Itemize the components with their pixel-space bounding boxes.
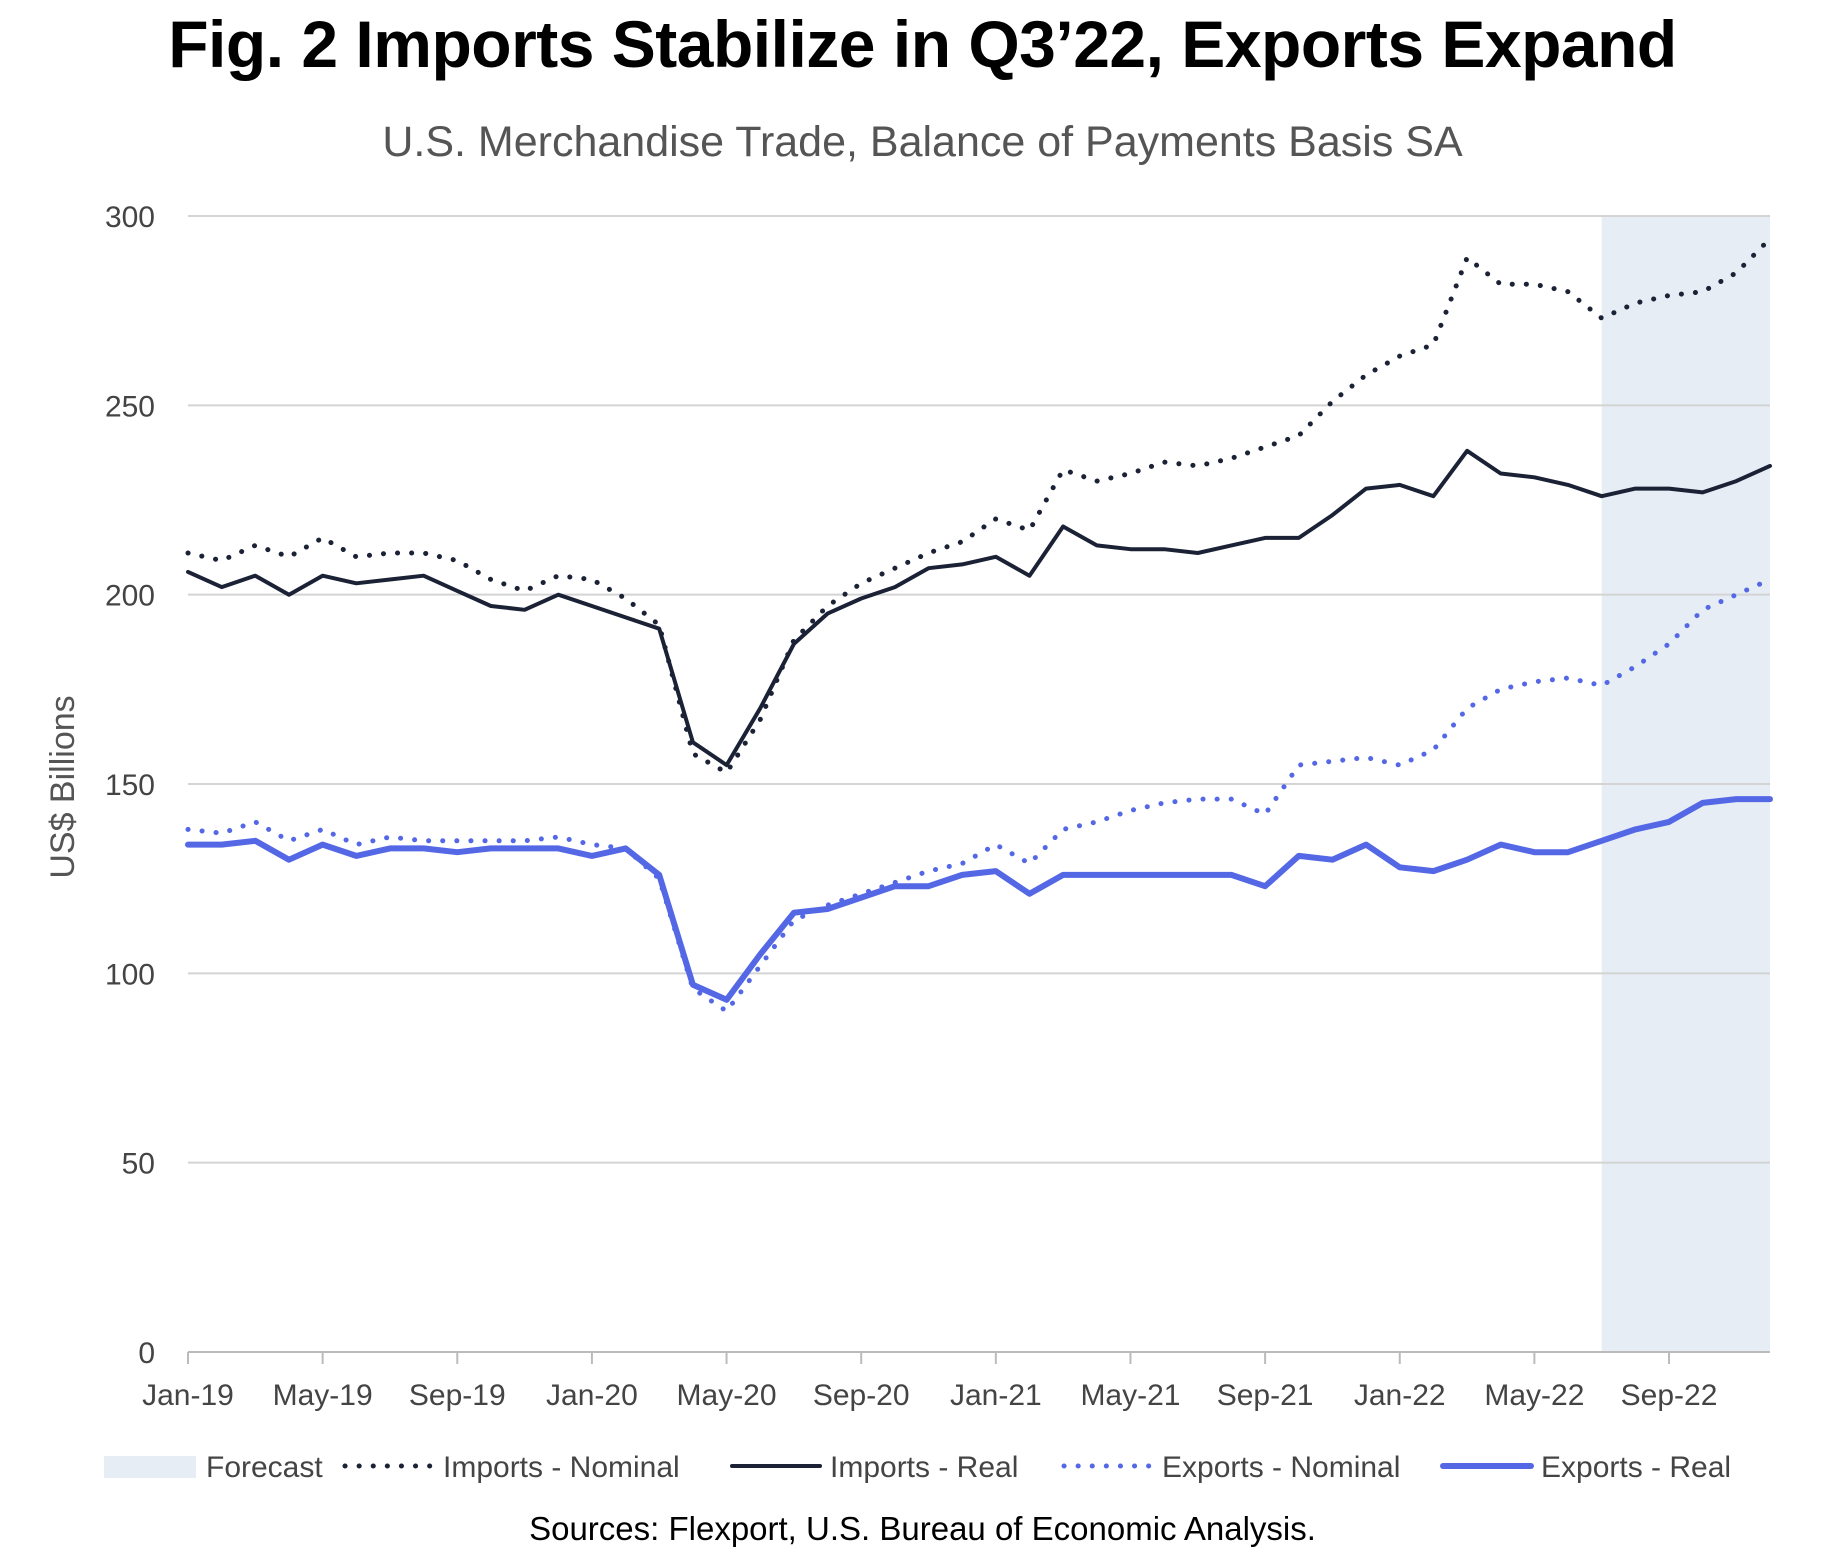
x-tick-label: May-22 — [1484, 1379, 1584, 1412]
x-tick-label: Sep-22 — [1621, 1379, 1718, 1412]
legend-swatch-forecast — [104, 1456, 196, 1478]
x-tick-label: Sep-19 — [409, 1379, 506, 1412]
y-tick-label: 200 — [105, 580, 155, 613]
x-tick-label: Jan-22 — [1354, 1379, 1446, 1412]
series-line-imports-real — [186, 448, 1772, 768]
y-tick-label: 150 — [105, 769, 155, 802]
y-axis-ticks: 0 50 100 150 200 250 300 — [105, 201, 155, 1370]
legend: Forecast Imports - Nominal Imports - Real E… — [104, 1451, 1731, 1484]
x-tick-label: Sep-20 — [813, 1379, 910, 1412]
y-tick-label: 300 — [105, 201, 155, 234]
y-tick-label: 50 — [122, 1148, 155, 1181]
y-tick-label: 100 — [105, 958, 155, 991]
series-line-exports-real — [185, 796, 1773, 1003]
x-axis: Jan-19 May-19 Sep-19 Jan-20 May-20 Sep-20 Jan-… — [142, 1351, 1770, 1412]
series-line-imports-nominal — [185, 236, 1773, 776]
y-tick-label: 0 — [138, 1337, 155, 1370]
legend-label-forecast: Forecast — [206, 1451, 323, 1484]
legend-label-exports-nominal: Exports - Nominal — [1162, 1451, 1400, 1484]
x-tick-label: May-19 — [273, 1379, 373, 1412]
x-tick-label: Jan-20 — [546, 1379, 638, 1412]
legend-label-exports-real: Exports - Real — [1541, 1451, 1731, 1484]
x-tick-label: Jan-19 — [142, 1379, 234, 1412]
chart-title: Fig. 2 Imports Stabilize in Q3’22, Expor… — [168, 7, 1677, 81]
legend-label-imports-nominal: Imports - Nominal — [443, 1451, 680, 1484]
gridlines — [188, 215, 1770, 1164]
y-axis-label: US$ Billions — [44, 695, 82, 878]
legend-label-imports-real: Imports - Real — [830, 1451, 1018, 1484]
chart-subtitle: U.S. Merchandise Trade, Balance of Payme… — [382, 118, 1463, 166]
x-tick-label: May-21 — [1080, 1379, 1180, 1412]
source-note: Sources: Flexport, U.S. Bureau of Econom… — [529, 1510, 1316, 1547]
series-line-exports-nominal — [185, 577, 1773, 1014]
x-tick-label: Sep-21 — [1217, 1379, 1314, 1412]
series-lines — [185, 236, 1773, 1014]
y-tick-label: 250 — [105, 390, 155, 423]
x-tick-label: May-20 — [677, 1379, 777, 1412]
x-tick-label: Jan-21 — [950, 1379, 1042, 1412]
